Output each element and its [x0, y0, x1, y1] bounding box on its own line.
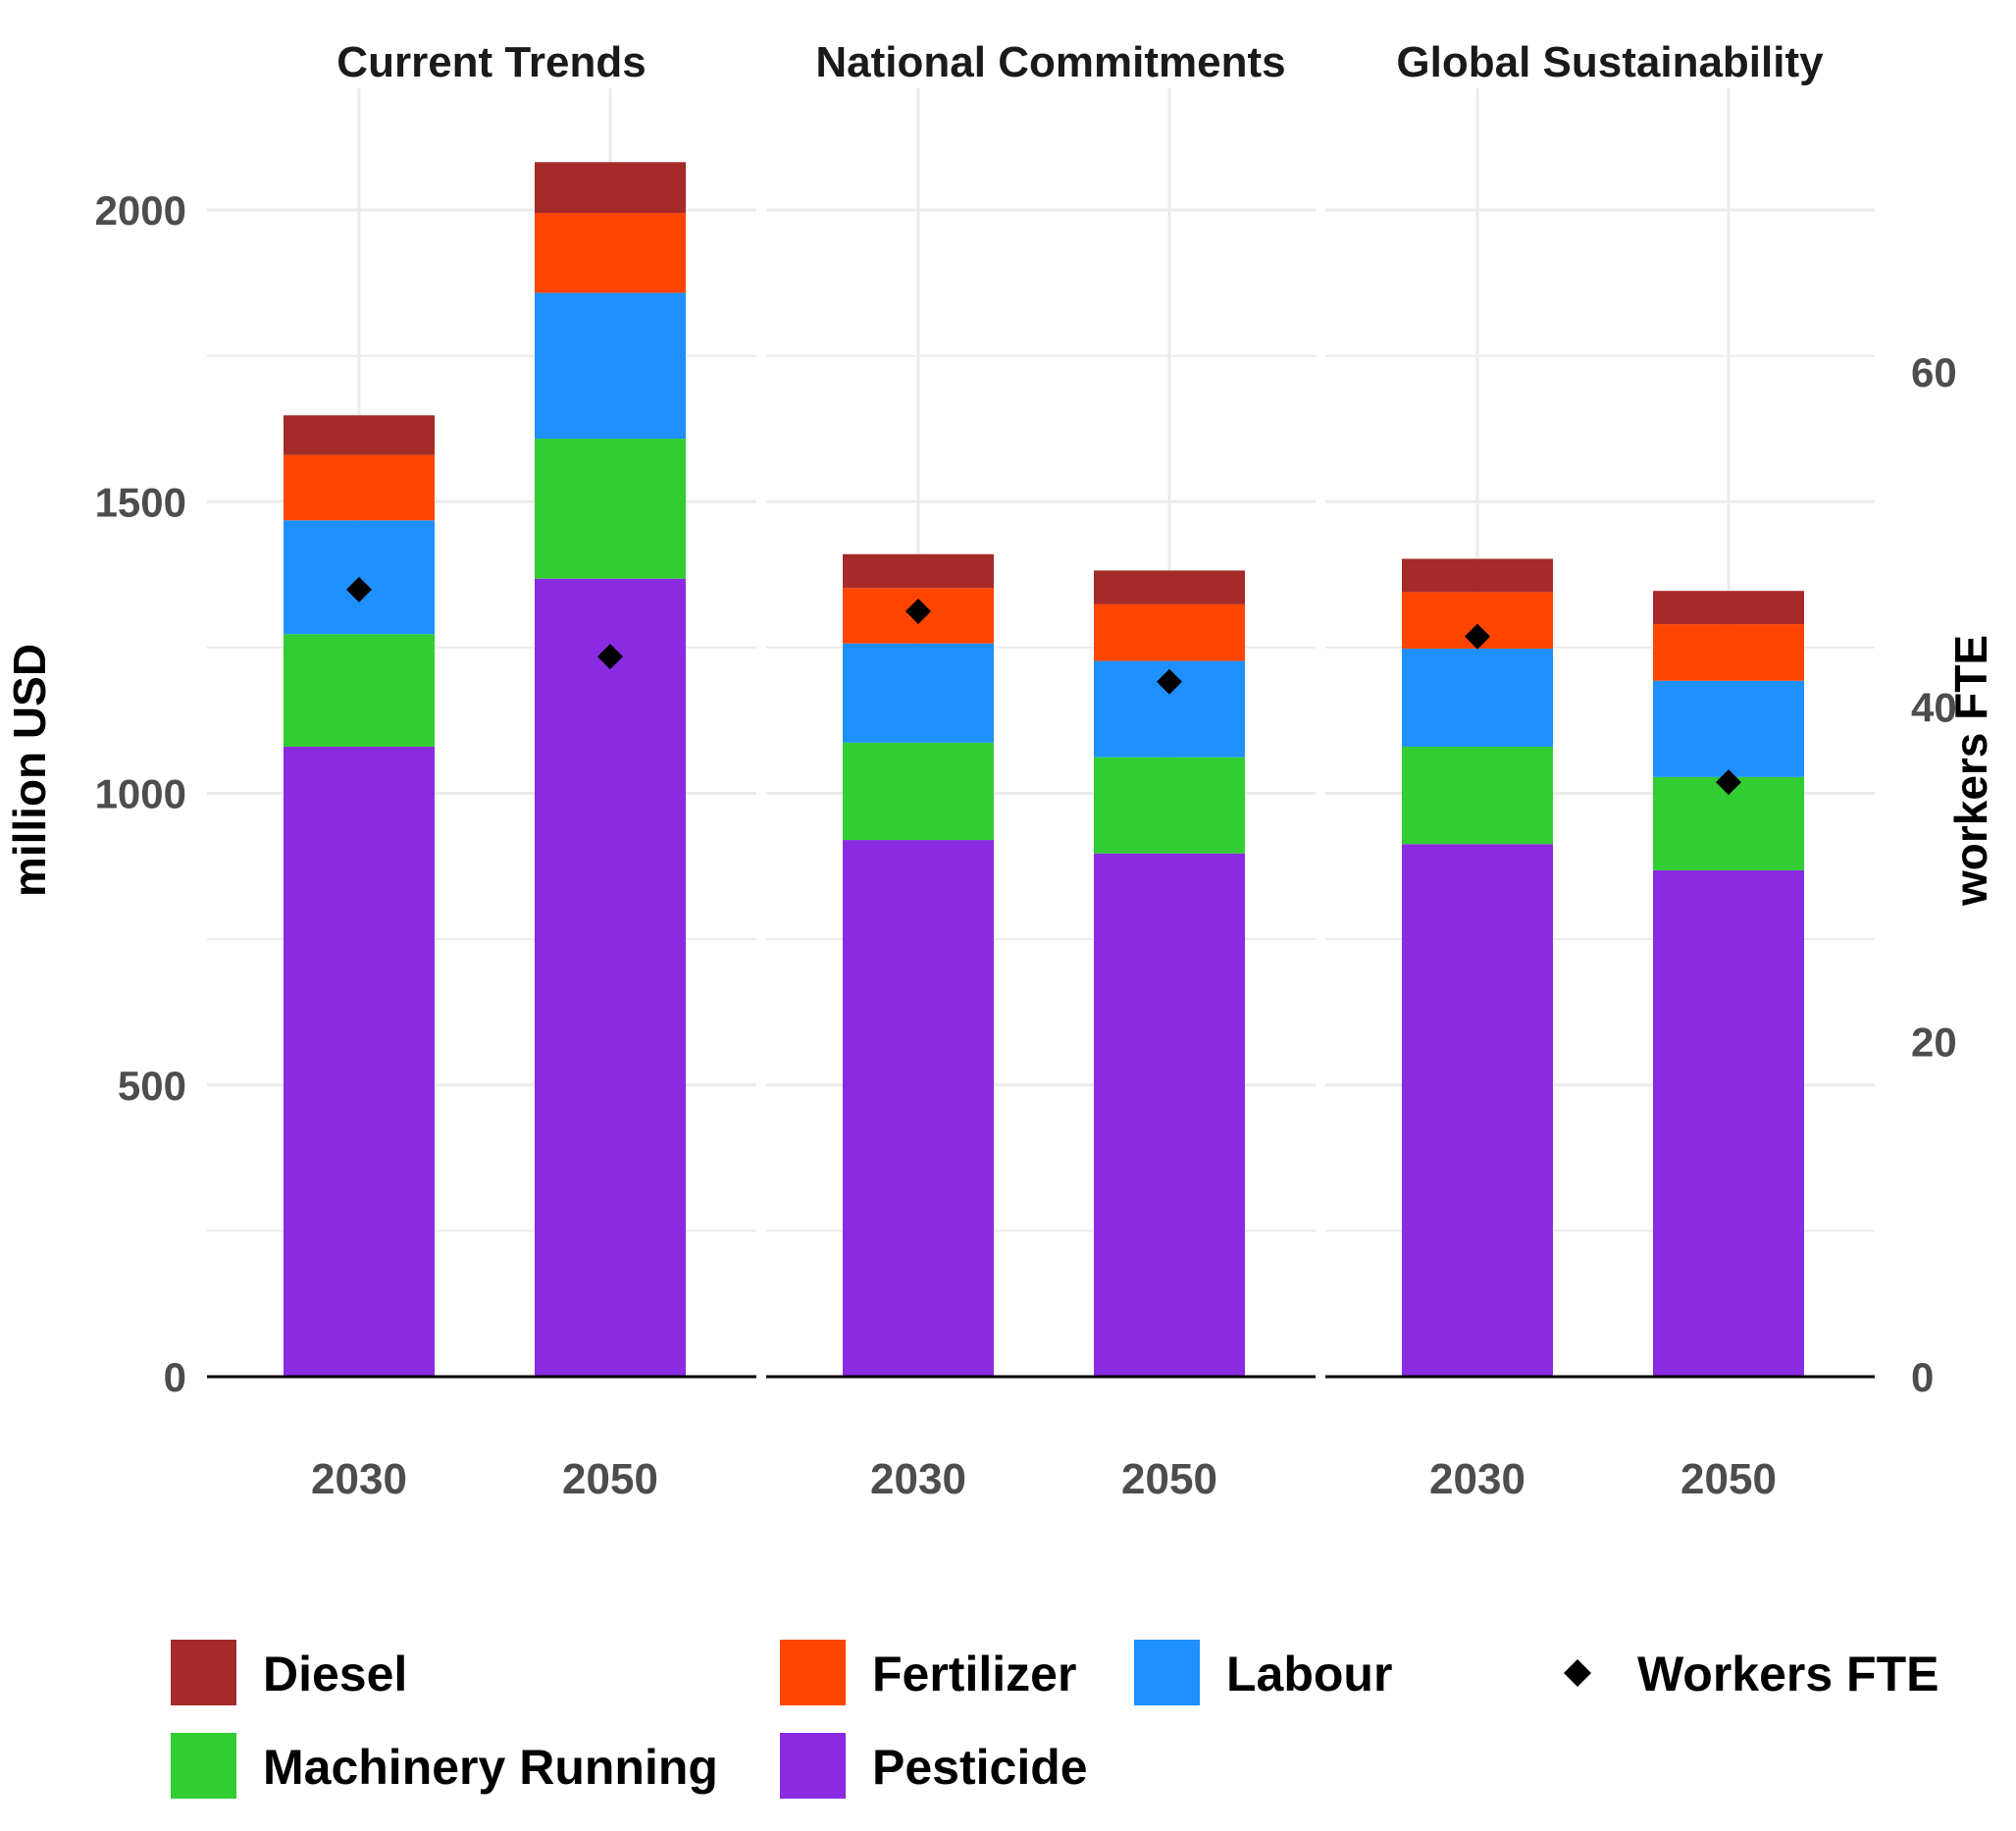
- y2-tick-label: 20: [1911, 1020, 1957, 1066]
- y2-tick-label: 40: [1911, 684, 1957, 730]
- bar-fertilizer-national-commitments-2050: [1094, 603, 1245, 661]
- point-workers-fte-global-sustainability-2030: [1465, 623, 1490, 650]
- y-axis-label: million USD: [4, 644, 55, 897]
- facet-titles: Current Trends National Commitments Global…: [336, 38, 1824, 86]
- bar-machinery-running-global-sustainability-2030: [1402, 746, 1553, 845]
- bar-pesticide-current-trends-2030: [284, 746, 435, 1377]
- legend-label-pesticide: Pesticide: [872, 1740, 1088, 1795]
- bar-labour-current-trends-2050: [535, 292, 686, 440]
- left-axis-ticks: 0 500 1000 1500 2000: [95, 187, 186, 1400]
- x-tick-label: 2050: [1121, 1455, 1217, 1503]
- legend-item-machinery-running: Machinery Running: [171, 1733, 718, 1799]
- legend: Diesel Fertilizer Labour Workers FTE Machine…: [171, 1640, 1939, 1799]
- legend-label-machinery-running: Machinery Running: [263, 1740, 718, 1795]
- legend-label-fertilizer: Fertilizer: [872, 1647, 1076, 1701]
- bar-diesel-current-trends-2050: [535, 162, 686, 213]
- legend-key-fertilizer: [780, 1640, 846, 1705]
- legend-key-pesticide: [780, 1733, 846, 1799]
- y2-axis-label: workers FTE: [1945, 635, 1996, 907]
- legend-item-pesticide: Pesticide: [780, 1733, 1088, 1799]
- point-workers-fte-current-trends-2050: [597, 644, 623, 670]
- facet-title-current-trends: Current Trends: [336, 38, 646, 86]
- bar-machinery-running-current-trends-2030: [284, 634, 435, 747]
- legend-key-diesel: [171, 1640, 236, 1705]
- facet-title-national-commitments: National Commitments: [815, 38, 1285, 86]
- bar-labour-global-sustainability-2030: [1402, 649, 1553, 747]
- bar-pesticide-global-sustainability-2050: [1653, 869, 1804, 1377]
- legend-item-diesel: Diesel: [171, 1640, 407, 1705]
- y-tick-label: 0: [164, 1354, 186, 1400]
- legend-item-fertilizer: Fertilizer: [780, 1640, 1076, 1705]
- point-workers-fte-current-trends-2030: [346, 576, 372, 602]
- bar-pesticide-national-commitments-2050: [1094, 853, 1245, 1377]
- legend-label-workers-fte: Workers FTE: [1637, 1647, 1939, 1701]
- bar-pesticide-global-sustainability-2030: [1402, 844, 1553, 1377]
- point-workers-fte-national-commitments-2030: [905, 599, 931, 625]
- legend-key-workers-fte: [1564, 1659, 1591, 1687]
- y-tick-label: 1500: [95, 479, 186, 525]
- point-workers-fte-national-commitments-2050: [1157, 668, 1182, 695]
- facet-title-global-sustainability: Global Sustainability: [1396, 38, 1824, 86]
- x-axis-ticks: 2030 2050 2030 2050 2030 2050: [311, 1455, 1777, 1503]
- x-tick-label: 2030: [1429, 1455, 1525, 1503]
- y2-tick-label: 0: [1911, 1354, 1934, 1400]
- bar-fertilizer-current-trends-2050: [535, 212, 686, 293]
- bar-diesel-national-commitments-2030: [843, 553, 994, 589]
- bar-pesticide-current-trends-2050: [535, 578, 686, 1377]
- legend-label-diesel: Diesel: [263, 1647, 407, 1701]
- bar-machinery-running-national-commitments-2050: [1094, 757, 1245, 854]
- y2-tick-label: 60: [1911, 349, 1957, 395]
- x-tick-label: 2050: [562, 1455, 658, 1503]
- bar-fertilizer-global-sustainability-2050: [1653, 624, 1804, 681]
- bar-pesticide-national-commitments-2030: [843, 840, 994, 1377]
- right-axis-ticks: 0 20 40 60: [1911, 349, 1957, 1400]
- legend-item-workers-fte: Workers FTE: [1564, 1647, 1939, 1701]
- workers-fte-points: [346, 576, 1741, 796]
- bar-machinery-running-current-trends-2050: [535, 439, 686, 579]
- legend-item-labour: Labour: [1134, 1640, 1392, 1705]
- x-tick-label: 2030: [870, 1455, 966, 1503]
- y-tick-label: 500: [118, 1063, 186, 1109]
- bar-labour-global-sustainability-2050: [1653, 680, 1804, 777]
- bar-diesel-national-commitments-2050: [1094, 570, 1245, 604]
- x-tick-label: 2050: [1680, 1455, 1777, 1503]
- point-workers-fte-global-sustainability-2050: [1716, 769, 1741, 796]
- legend-label-labour: Labour: [1226, 1647, 1392, 1701]
- bar-machinery-running-national-commitments-2030: [843, 742, 994, 841]
- bar-diesel-current-trends-2030: [284, 415, 435, 455]
- bar-diesel-global-sustainability-2050: [1653, 591, 1804, 625]
- y-tick-label: 2000: [95, 187, 186, 234]
- bar-fertilizer-current-trends-2030: [284, 454, 435, 521]
- y-tick-label: 1000: [95, 771, 186, 817]
- bars: [284, 162, 1804, 1377]
- x-tick-label: 2030: [311, 1455, 407, 1503]
- legend-key-labour: [1134, 1640, 1200, 1705]
- legend-key-machinery-running: [171, 1733, 236, 1799]
- bar-labour-national-commitments-2030: [843, 643, 994, 743]
- bar-diesel-global-sustainability-2030: [1402, 558, 1553, 593]
